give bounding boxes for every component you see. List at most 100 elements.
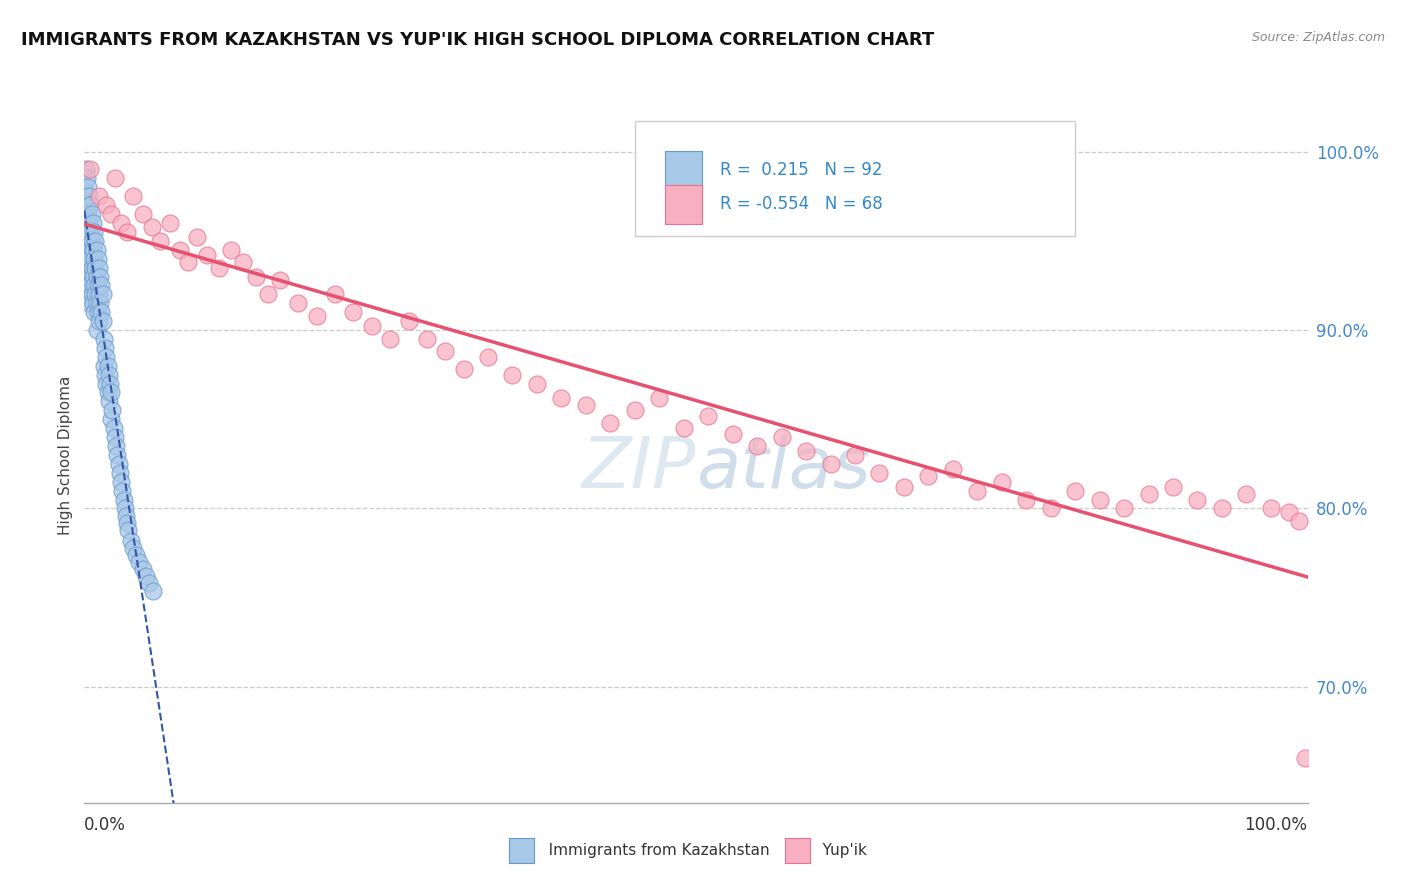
Point	[122, 189, 145, 203]
Point	[1278, 505, 1301, 519]
Point	[142, 583, 165, 598]
Point	[1088, 492, 1111, 507]
Point	[135, 569, 157, 583]
Point	[76, 225, 98, 239]
Point	[96, 350, 118, 364]
Point	[87, 260, 110, 275]
Point	[599, 416, 621, 430]
Text: 100.0%: 100.0%	[1244, 816, 1308, 834]
Point	[87, 305, 110, 319]
Point	[94, 341, 117, 355]
Point	[79, 252, 101, 266]
Point	[991, 475, 1014, 489]
Point	[245, 269, 267, 284]
Point	[82, 269, 104, 284]
Point	[97, 385, 120, 400]
Point	[87, 314, 110, 328]
Point	[648, 391, 671, 405]
Point	[80, 260, 103, 275]
Point	[624, 403, 647, 417]
Point	[305, 309, 328, 323]
Point	[844, 448, 866, 462]
Point	[112, 492, 135, 507]
Text: R = -0.554   N = 68: R = -0.554 N = 68	[720, 195, 883, 213]
Point	[747, 439, 769, 453]
Point	[98, 376, 121, 391]
Point	[100, 207, 122, 221]
Point	[76, 198, 98, 212]
Point	[1137, 487, 1160, 501]
Point	[105, 448, 128, 462]
Point	[80, 287, 103, 301]
Point	[1294, 751, 1316, 765]
Point	[90, 278, 112, 293]
Text: Yup'ik: Yup'ik	[808, 844, 868, 858]
Point	[269, 273, 291, 287]
Point	[132, 207, 155, 221]
Point	[94, 368, 117, 382]
Point	[89, 269, 111, 284]
Point	[80, 234, 103, 248]
Point	[257, 287, 280, 301]
Point	[159, 216, 181, 230]
Point	[477, 350, 499, 364]
Point	[77, 243, 100, 257]
Point	[75, 216, 97, 230]
FancyBboxPatch shape	[636, 121, 1076, 235]
Point	[87, 278, 110, 293]
Point	[219, 243, 242, 257]
Point	[893, 480, 915, 494]
Point	[79, 278, 101, 293]
Point	[287, 296, 309, 310]
Point	[1288, 514, 1310, 528]
Point	[100, 385, 122, 400]
Point	[86, 243, 108, 257]
Point	[91, 314, 114, 328]
Text: 0.0%: 0.0%	[84, 816, 127, 834]
Point	[1211, 501, 1233, 516]
Point	[77, 216, 100, 230]
Point	[84, 287, 107, 301]
Point	[1260, 501, 1282, 516]
Point	[169, 243, 191, 257]
Point	[869, 466, 891, 480]
Point	[942, 462, 965, 476]
Point	[114, 501, 136, 516]
Point	[794, 444, 817, 458]
Point	[84, 234, 107, 248]
Point	[86, 296, 108, 310]
Point	[125, 548, 148, 562]
Point	[80, 207, 103, 221]
Point	[770, 430, 793, 444]
Point	[97, 359, 120, 373]
Point	[77, 189, 100, 203]
Point	[111, 483, 134, 498]
Y-axis label: High School Diploma: High School Diploma	[58, 376, 73, 534]
Point	[79, 198, 101, 212]
Point	[82, 243, 104, 257]
Point	[87, 252, 110, 266]
Point	[82, 216, 104, 230]
Point	[104, 171, 127, 186]
Point	[575, 398, 598, 412]
Point	[77, 269, 100, 284]
Point	[73, 194, 96, 209]
Text: R =  0.215   N = 92: R = 0.215 N = 92	[720, 161, 883, 178]
Point	[100, 412, 122, 426]
Point	[90, 305, 112, 319]
Point	[89, 296, 111, 310]
Point	[1064, 483, 1087, 498]
Point	[97, 394, 120, 409]
Point	[502, 368, 524, 382]
Point	[526, 376, 548, 391]
Point	[96, 376, 118, 391]
Point	[103, 421, 125, 435]
Point	[104, 430, 127, 444]
Point	[550, 391, 572, 405]
Point	[75, 162, 97, 177]
Point	[177, 255, 200, 269]
Point	[75, 269, 97, 284]
Point	[115, 516, 138, 530]
Text: Source: ZipAtlas.com: Source: ZipAtlas.com	[1251, 31, 1385, 45]
Point	[101, 403, 124, 417]
